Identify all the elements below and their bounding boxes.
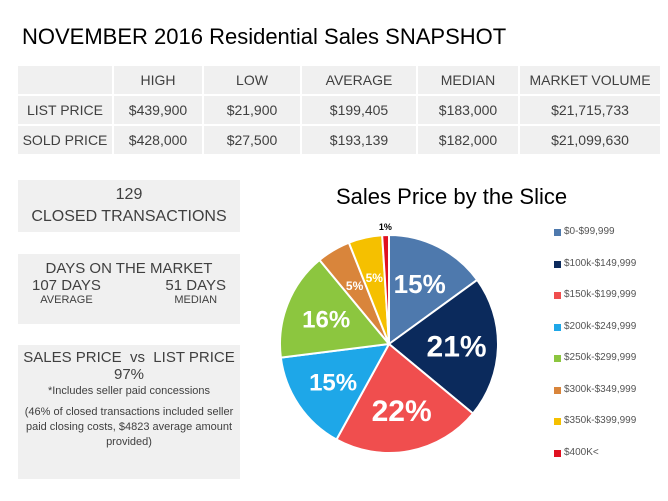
legend-item: $100k-$149,999	[554, 258, 636, 290]
table-cell: $21,099,630	[518, 124, 662, 156]
column-header	[16, 64, 114, 96]
legend-label: $300k-$349,999	[564, 383, 637, 395]
legend-item: $200k-$249,999	[554, 321, 636, 353]
legend-label: $0-$99,999	[564, 226, 615, 237]
table-cell: $428,000	[112, 124, 204, 156]
data-label: 15%	[394, 269, 446, 299]
table-cell: $21,900	[202, 94, 302, 126]
data-label: 5%	[346, 279, 364, 293]
column-header: AVERAGE	[300, 64, 418, 96]
pie-slice	[335, 342, 475, 454]
pie-slice	[279, 342, 391, 441]
legend-swatch	[554, 323, 561, 331]
table-row: SOLD PRICE $428,000 $27,500 $193,139 $182,00…	[16, 124, 662, 156]
chart-legend: $0-$99,999 $100k-$149,999 $150k-$199,999 $2…	[554, 226, 636, 478]
table-cell: SOLD PRICE	[16, 124, 114, 156]
legend-swatch	[554, 292, 561, 299]
legend-item: $400K<	[554, 447, 636, 479]
legend-item: $250k-$299,999	[554, 352, 636, 384]
legend-item: $300k-$349,999	[554, 384, 636, 416]
legend-label: $400K<	[564, 446, 599, 458]
legend-label: $100k-$149,999	[564, 257, 637, 269]
data-label: 16%	[302, 307, 350, 334]
legend-item: $350k-$399,999	[554, 415, 636, 447]
table-cell: $439,900	[112, 94, 204, 126]
closed-transactions-box: 129 CLOSED TRANSACTIONS	[18, 180, 240, 232]
pie-slice	[388, 233, 479, 346]
page-title: NOVEMBER 2016 Residential Sales SNAPSHOT	[22, 24, 507, 49]
closed-count: 129	[115, 186, 143, 203]
days-on-market-box: DAYS ON THE MARKET 107 DAYS AVERAGE 51 DA…	[18, 254, 240, 324]
dom-median-label: MEDIAN	[174, 294, 218, 306]
legend-swatch	[554, 418, 561, 425]
spvlp-note: *Includes seller paid concessions	[47, 385, 211, 397]
table-cell: $27,500	[202, 124, 302, 156]
data-label: 5%	[366, 271, 384, 285]
table-row: LIST PRICE $439,900 $21,900 $199,405 $183,00…	[16, 94, 662, 126]
spvlp-value: 97%	[113, 366, 145, 383]
dom-title: DAYS ON THE MARKET	[45, 260, 213, 277]
legend-swatch	[554, 229, 561, 236]
pie-slice	[381, 233, 390, 345]
table-cell: $21,715,733	[518, 94, 662, 126]
closed-label: CLOSED TRANSACTIONS	[31, 208, 227, 225]
data-label: 1%	[379, 222, 392, 232]
spvlp-detail: (46% of closed transactions included sel…	[24, 406, 234, 448]
dom-median-value: 51 DAYS	[165, 277, 226, 294]
column-header: MARKET VOLUME	[518, 64, 662, 96]
legend-swatch	[554, 260, 561, 268]
legend-label: $350k-$399,999	[564, 415, 637, 426]
data-label: 21%	[427, 331, 487, 364]
legend-item: $0-$99,999	[554, 226, 636, 258]
data-label: 22%	[372, 395, 432, 428]
data-label: 15%	[309, 369, 357, 396]
column-header: MEDIAN	[416, 64, 520, 96]
legend-item: $150k-$199,999	[554, 289, 636, 321]
legend-label: $250k-$299,999	[564, 352, 637, 363]
dom-avg-label: AVERAGE	[40, 294, 93, 306]
table-cell: $193,139	[300, 124, 418, 156]
legend-swatch	[554, 449, 561, 457]
dom-avg-value: 107 DAYS	[32, 277, 101, 294]
column-header: HIGH	[112, 64, 204, 96]
table-cell: LIST PRICE	[16, 94, 114, 126]
pie-slice	[387, 278, 499, 415]
pie-slice	[279, 258, 391, 359]
table-cell: $182,000	[416, 124, 520, 156]
legend-label: $150k-$199,999	[564, 289, 637, 300]
table-cell: $199,405	[300, 94, 418, 126]
spvlp-title: SALES PRICE vs LIST PRICE	[23, 349, 235, 366]
column-header: LOW	[202, 64, 302, 96]
legend-swatch	[554, 386, 561, 394]
chart-title: Sales Price by the Slice	[336, 184, 568, 209]
sales-vs-list-box: SALES PRICE vs LIST PRICE 97% *Includes …	[18, 345, 240, 479]
legend-swatch	[554, 355, 561, 362]
price-table: HIGH LOW AVERAGE MEDIAN MARKET VOLUME LIST PR…	[16, 64, 662, 156]
legend-label: $200k-$249,999	[564, 320, 637, 332]
table-header-row: HIGH LOW AVERAGE MEDIAN MARKET VOLUME	[16, 64, 662, 96]
table-cell: $183,000	[416, 94, 520, 126]
